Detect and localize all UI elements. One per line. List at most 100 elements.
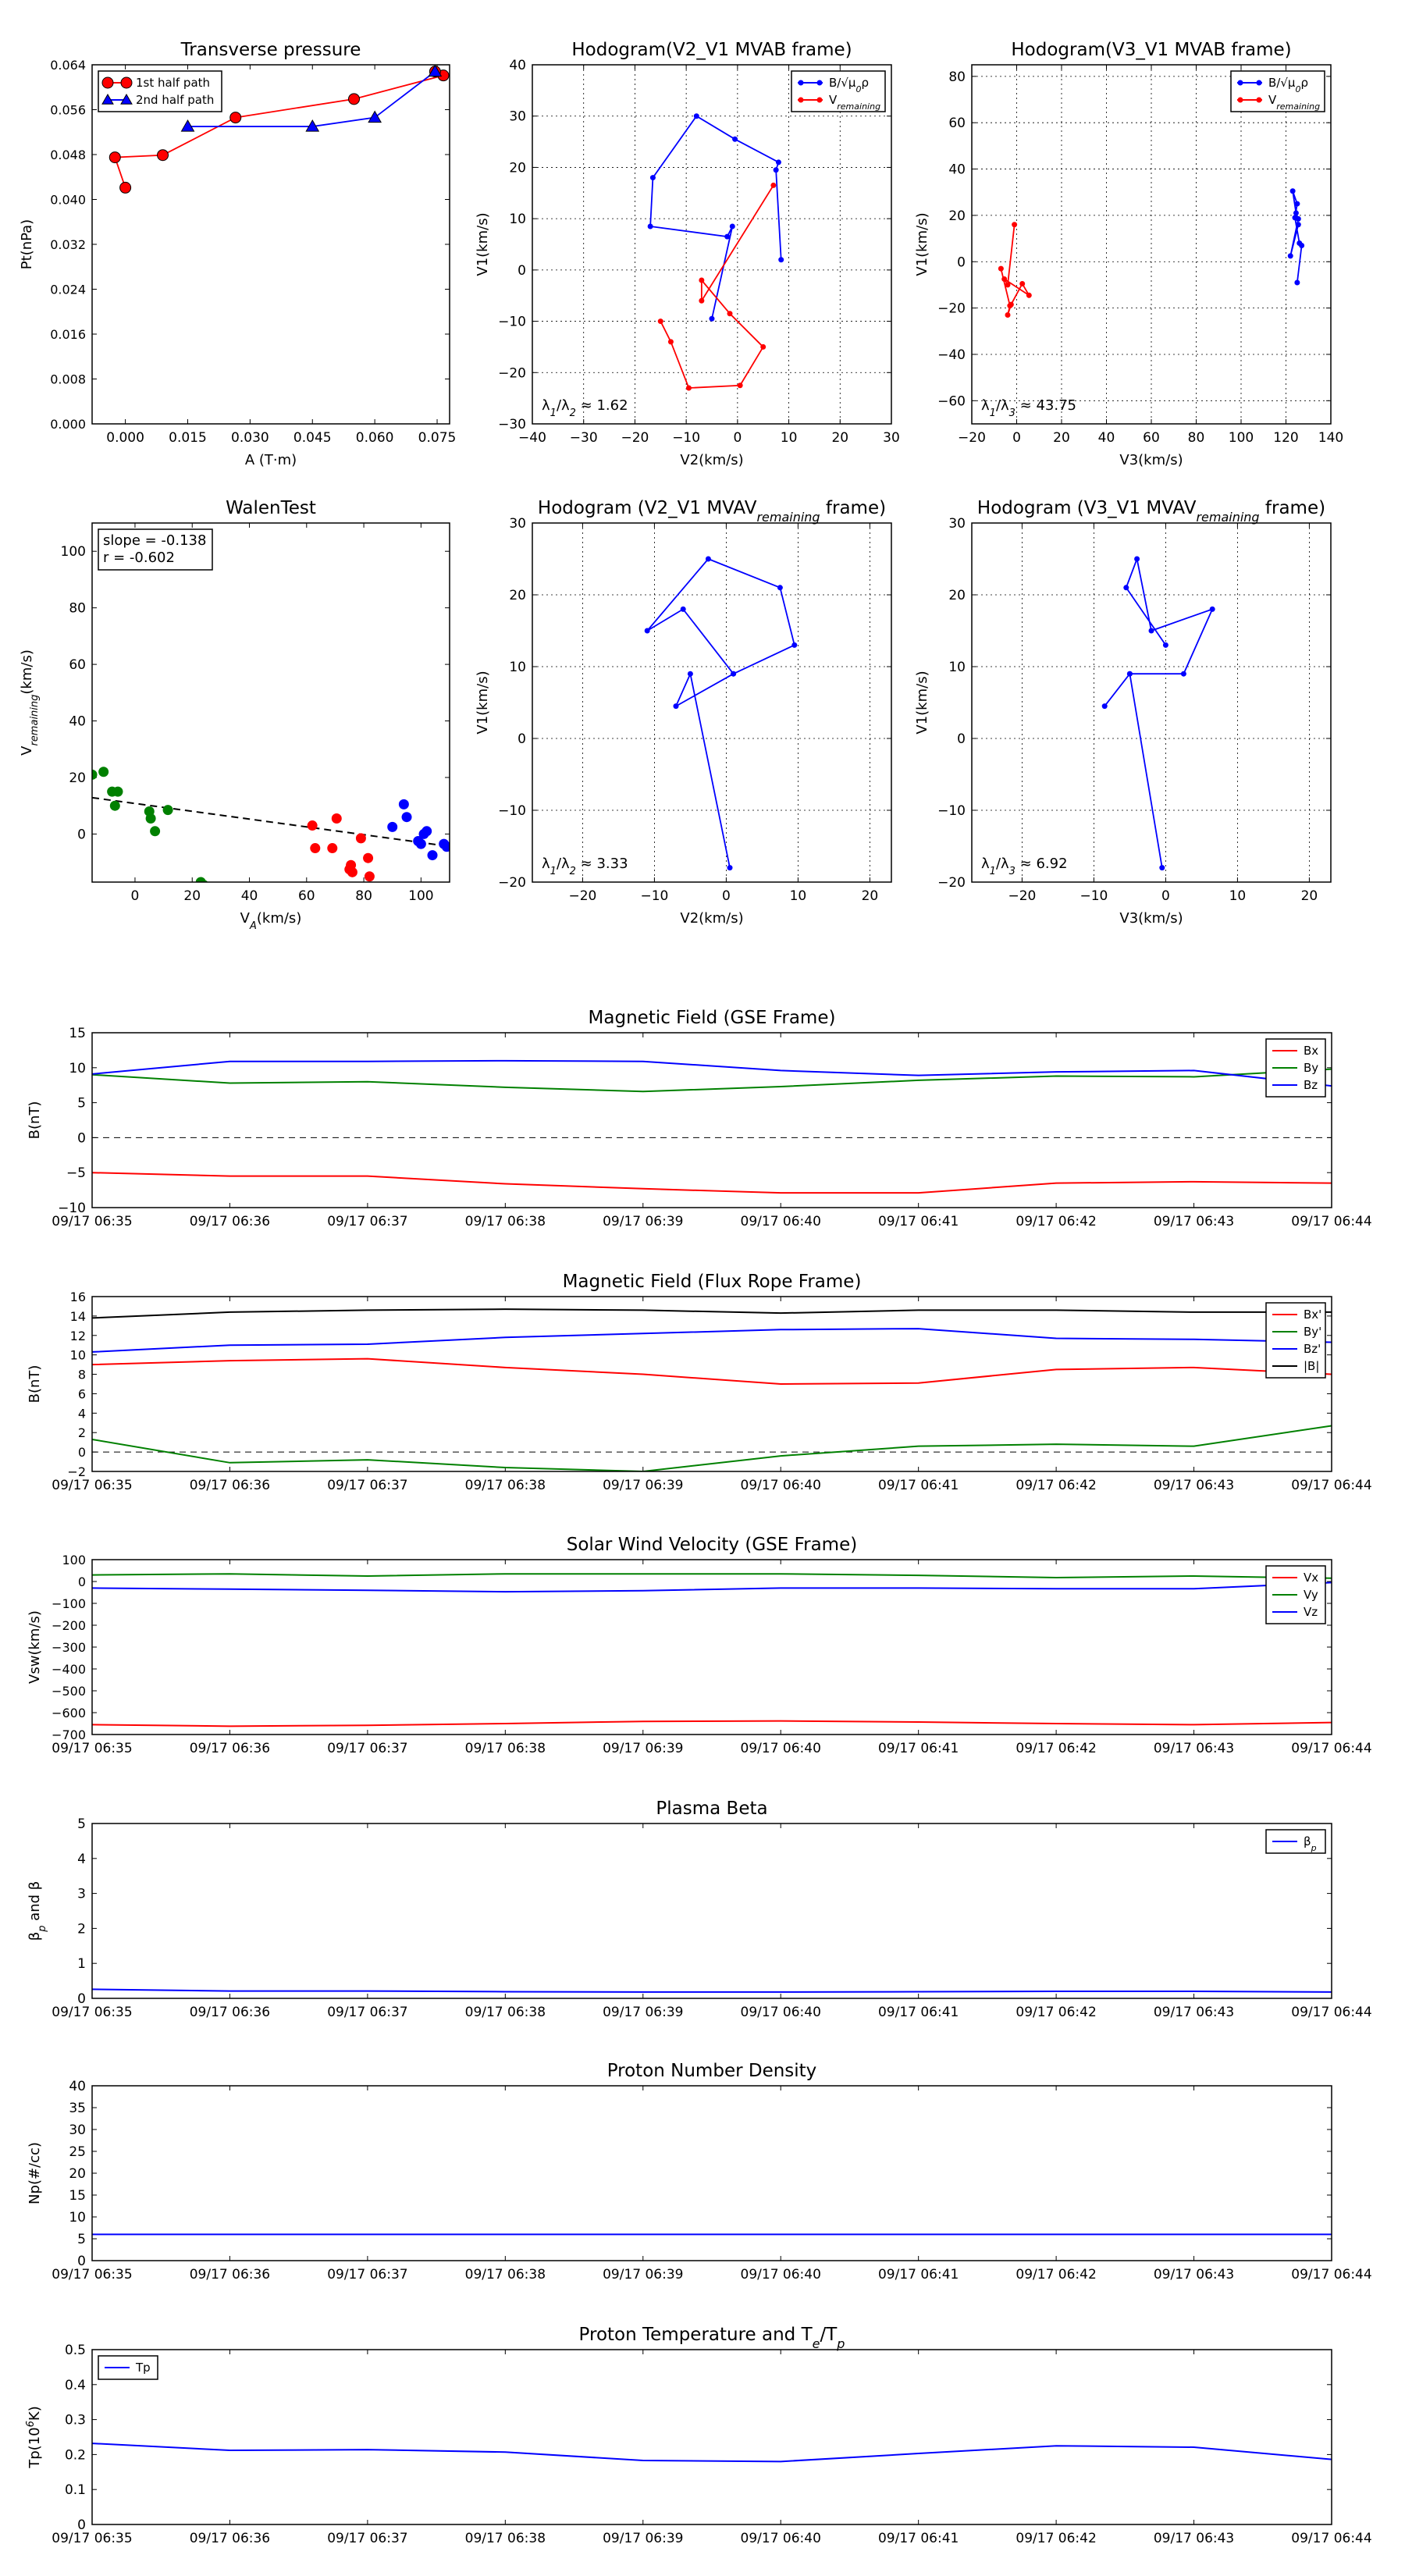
fit-stat-line: r = -0.602 bbox=[103, 550, 175, 566]
y-tick-label: −300 bbox=[52, 1640, 86, 1655]
data-point bbox=[348, 93, 361, 105]
eigenvalue-ratio-annotation: λ1/λ3 ≈ 6.92 bbox=[981, 856, 1068, 877]
data-point bbox=[1001, 276, 1008, 283]
x-tick-label: 0.000 bbox=[106, 430, 144, 446]
data-point bbox=[180, 119, 195, 132]
data-point bbox=[347, 866, 357, 877]
data-point bbox=[355, 833, 366, 844]
data-point bbox=[415, 838, 426, 849]
y-tick-label: 30 bbox=[948, 516, 966, 532]
y-tick-label: 20 bbox=[948, 208, 966, 224]
x-tick-label: 09/17 06:41 bbox=[878, 1214, 959, 1229]
data-point bbox=[422, 826, 432, 837]
x-tick-label: 0.060 bbox=[356, 430, 394, 446]
x-tick-label: 40 bbox=[1098, 430, 1115, 446]
y-tick-label: 0 bbox=[957, 731, 966, 747]
legend-label: Vy bbox=[1304, 1588, 1318, 1602]
plot-frame bbox=[91, 1823, 1332, 1999]
legend-marker bbox=[816, 97, 823, 103]
data-point bbox=[731, 671, 737, 677]
y-tick-label: 0 bbox=[77, 1130, 86, 1146]
data-point bbox=[150, 826, 161, 837]
y-tick-label: −20 bbox=[937, 301, 966, 317]
plot-frame bbox=[91, 522, 450, 883]
data-point bbox=[307, 820, 318, 831]
x-tick-label: 09/17 06:40 bbox=[741, 1478, 821, 1493]
data-point bbox=[162, 805, 173, 816]
y-tick-label: 20 bbox=[509, 160, 526, 176]
series-line-bx- bbox=[92, 1357, 1332, 1386]
plot-area bbox=[644, 556, 798, 871]
y-tick-label: 0.032 bbox=[50, 237, 86, 252]
y-tick-label: 12 bbox=[70, 1329, 86, 1343]
data-point bbox=[108, 151, 121, 164]
data-point bbox=[310, 843, 321, 854]
legend-label: Bz' bbox=[1304, 1342, 1321, 1356]
y-tick-label: 80 bbox=[69, 601, 86, 617]
x-tick-label: 09/17 06:41 bbox=[878, 1741, 959, 1756]
legend-marker bbox=[120, 93, 133, 105]
y-tick-label: −5 bbox=[66, 1165, 86, 1181]
x-tick-label: 120 bbox=[1273, 430, 1298, 446]
x-tick-label: 09/17 06:35 bbox=[52, 2531, 132, 2546]
chart-magnetic-field-flux-rope: Magnetic Field (Flux Rope Frame) 09/17 06… bbox=[27, 1272, 1372, 1493]
x-tick-label: 09/17 06:43 bbox=[1154, 1214, 1234, 1229]
data-point bbox=[1293, 210, 1299, 216]
x-tick-label: −20 bbox=[621, 430, 649, 446]
data-point bbox=[92, 769, 98, 780]
data-point bbox=[229, 112, 242, 124]
plot-area bbox=[92, 1059, 1332, 1194]
y-tick-label: −60 bbox=[937, 393, 966, 409]
data-point bbox=[1295, 222, 1301, 228]
x-tick-label: 0.045 bbox=[293, 430, 332, 446]
data-point bbox=[760, 343, 767, 350]
plot-frame bbox=[971, 522, 1332, 883]
x-tick-label: 09/17 06:35 bbox=[52, 1478, 132, 1493]
data-point bbox=[649, 175, 656, 181]
data-point bbox=[427, 850, 438, 861]
y-tick-label: 5 bbox=[77, 2232, 86, 2247]
data-point bbox=[1294, 201, 1300, 207]
data-point bbox=[1148, 628, 1154, 634]
x-tick-label: 09/17 06:36 bbox=[190, 2531, 270, 2546]
y-axis-label: Np(#/cc) bbox=[27, 2142, 43, 2204]
legend: 1st half path 2nd half path bbox=[98, 70, 222, 112]
x-tick-label: 100 bbox=[408, 888, 433, 904]
y-tick-label: 0.064 bbox=[50, 58, 86, 73]
y-tick-label: 0 bbox=[77, 2517, 86, 2533]
legend-marker bbox=[1256, 80, 1262, 86]
data-point bbox=[327, 843, 338, 854]
x-tick-label: 0 bbox=[1161, 888, 1170, 904]
x-tick-label: 09/17 06:36 bbox=[190, 1214, 270, 1229]
legend-label: |B| bbox=[1304, 1359, 1319, 1373]
y-tick-label: 16 bbox=[70, 1290, 86, 1304]
plot-area bbox=[92, 1988, 1332, 1993]
x-tick-label: −30 bbox=[570, 430, 598, 446]
y-axis-label: Vremaining(km/s) bbox=[19, 649, 41, 756]
data-point bbox=[1289, 188, 1296, 194]
x-tick-label: 09/17 06:37 bbox=[327, 1741, 407, 1756]
data-point bbox=[1012, 222, 1018, 228]
chart-title: Hodogram(V2_V1 MVAB frame) bbox=[571, 40, 852, 60]
chart-hodogram-v2-v1-mvav: Hodogram (V2_V1 MVAVremaining frame) −20 −… bbox=[475, 498, 892, 927]
plot-area bbox=[92, 1308, 1332, 1471]
x-tick-label: 09/17 06:37 bbox=[327, 1214, 407, 1229]
legend-label: Vx bbox=[1304, 1571, 1318, 1585]
x-tick-label: 0 bbox=[722, 888, 731, 904]
data-point bbox=[727, 865, 733, 871]
data-point bbox=[1162, 642, 1168, 648]
x-tick-label: 09/17 06:36 bbox=[190, 1478, 270, 1493]
y-tick-label: −700 bbox=[52, 1727, 86, 1742]
y-tick-label: 0.056 bbox=[50, 103, 86, 118]
legend-marker bbox=[1256, 97, 1262, 103]
y-tick-label: 0 bbox=[518, 263, 526, 279]
x-tick-label: 09/17 06:38 bbox=[465, 1478, 546, 1493]
y-tick-label: −30 bbox=[498, 417, 526, 432]
data-point bbox=[644, 628, 650, 634]
x-tick-label: 09/17 06:38 bbox=[465, 2005, 546, 2020]
legend-label: B/√μ0ρ bbox=[1268, 76, 1308, 94]
data-point bbox=[428, 65, 443, 77]
x-tick-label: 09/17 06:35 bbox=[52, 1214, 132, 1229]
